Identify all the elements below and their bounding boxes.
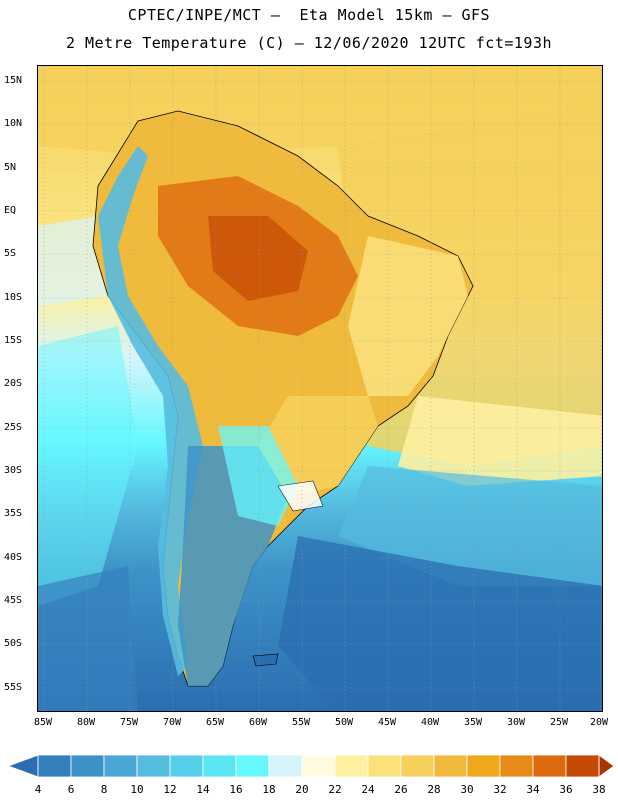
map-title-line-2: 2 Metre Temperature (C) – 12/06/2020 12U… xyxy=(65,34,553,52)
lon-label: 55W xyxy=(291,717,311,728)
colorbar-swatch xyxy=(433,754,468,778)
colorbar-swatch xyxy=(532,754,567,778)
lat-label: 5N xyxy=(4,162,17,173)
colorbar-swatch xyxy=(400,754,435,778)
colorbar-swatch xyxy=(466,754,501,778)
pampas-zone xyxy=(218,426,298,526)
lat-label: 45S xyxy=(4,595,23,606)
colorbar-swatch xyxy=(301,754,336,778)
temperature-colorbar xyxy=(6,754,615,778)
lat-label: 20S xyxy=(4,378,23,389)
colorbar-tick-label: 38 xyxy=(592,783,606,796)
east-brazil-zone xyxy=(348,236,468,396)
lat-label: 50S xyxy=(4,638,23,649)
colorbar-swatches xyxy=(6,754,615,778)
lon-label: 65W xyxy=(205,717,225,728)
uruguay-region xyxy=(277,480,324,512)
colorbar-tick-label: 36 xyxy=(559,783,573,796)
falkland-islands xyxy=(252,653,279,667)
lon-label: 45W xyxy=(377,717,397,728)
lon-label: 40W xyxy=(420,717,440,728)
south-pacific-zone xyxy=(38,566,138,711)
colorbar-tick-label: 30 xyxy=(460,783,474,796)
lon-label: 60W xyxy=(248,717,268,728)
temperature-map-canvas xyxy=(38,66,602,711)
lon-label: 50W xyxy=(334,717,354,728)
lat-label: 10N xyxy=(4,118,23,129)
colorbar-swatch xyxy=(499,754,534,778)
lat-label: 30S xyxy=(4,465,23,476)
lon-label: 20W xyxy=(589,717,609,728)
pacific-cool-zone xyxy=(38,326,138,606)
colorbar-swatch xyxy=(334,754,369,778)
colorbar-tick-label: 32 xyxy=(493,783,507,796)
lat-label: 15N xyxy=(4,75,23,86)
colorbar-swatch xyxy=(136,754,171,778)
lat-label: 40S xyxy=(4,552,23,563)
colorbar-tick-label: 20 xyxy=(295,783,309,796)
colorbar-swatch xyxy=(565,754,600,778)
lon-label: 75W xyxy=(119,717,139,728)
lat-label: 35S xyxy=(4,508,23,519)
colorbar-tick-label: 26 xyxy=(394,783,408,796)
lon-label: 70W xyxy=(162,717,182,728)
temperature-map xyxy=(37,65,603,712)
lat-label: 15S xyxy=(4,335,23,346)
colorbar-tick-label: 4 xyxy=(34,783,42,796)
colorbar-swatch xyxy=(367,754,402,778)
colorbar-swatch xyxy=(70,754,105,778)
colorbar-tick-label: 22 xyxy=(328,783,342,796)
lat-label: EQ xyxy=(4,205,17,216)
lon-label: 30W xyxy=(506,717,526,728)
colorbar-swatch xyxy=(235,754,270,778)
colorbar-swatch xyxy=(169,754,204,778)
colorbar-tick-label: 34 xyxy=(526,783,540,796)
andes-cool-zone xyxy=(98,146,203,676)
colorbar-arrow-high xyxy=(598,754,615,778)
lat-label: 25S xyxy=(4,422,23,433)
amazon-hottest-zone xyxy=(208,216,308,301)
lat-label: 5S xyxy=(4,248,17,259)
colorbar-tick-label: 8 xyxy=(100,783,108,796)
colorbar-tick-label: 28 xyxy=(427,783,441,796)
colorbar-swatch xyxy=(103,754,138,778)
lon-label: 25W xyxy=(549,717,569,728)
colorbar-tick-label: 16 xyxy=(229,783,243,796)
lon-label: 35W xyxy=(463,717,483,728)
colorbar-swatch xyxy=(268,754,303,778)
colorbar-tick-label: 18 xyxy=(262,783,276,796)
colorbar-tick-label: 14 xyxy=(196,783,210,796)
map-title-line-1: CPTEC/INPE/MCT – Eta Model 15km – GFS xyxy=(127,6,491,24)
lat-label: 10S xyxy=(4,292,23,303)
lon-label: 80W xyxy=(76,717,96,728)
lon-label: 85W xyxy=(33,717,53,728)
colorbar-tick-label: 10 xyxy=(130,783,144,796)
atlantic-mild-zone xyxy=(398,396,602,486)
colorbar-tick-label: 24 xyxy=(361,783,375,796)
colorbar-tick-label: 12 xyxy=(163,783,177,796)
lat-label: 55S xyxy=(4,682,23,693)
southern-ocean-zone xyxy=(278,536,602,711)
colorbar-swatch xyxy=(202,754,237,778)
colorbar-arrow-low xyxy=(6,754,39,778)
colorbar-tick-label: 6 xyxy=(67,783,75,796)
colorbar-swatch xyxy=(37,754,72,778)
pacific-equatorial-zone xyxy=(38,216,108,306)
